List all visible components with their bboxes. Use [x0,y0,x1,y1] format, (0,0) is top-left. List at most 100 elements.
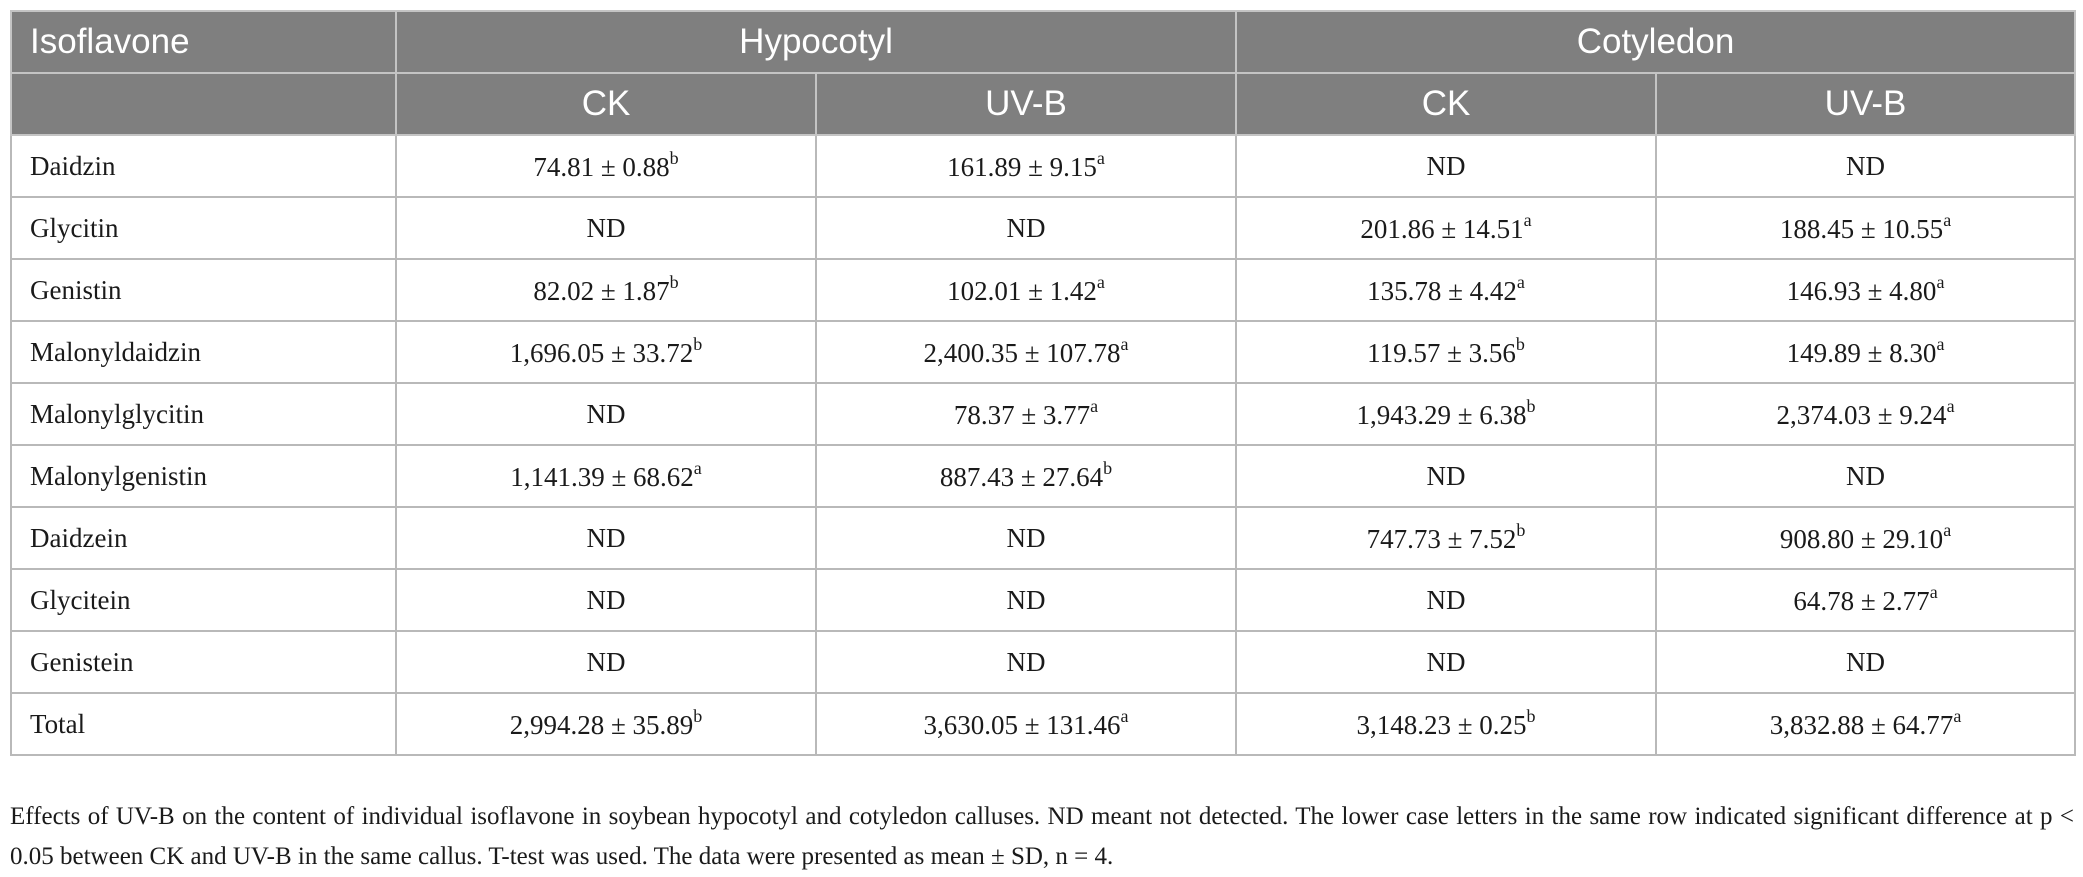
significance-letter: a [1120,705,1129,726]
significance-letter: a [693,457,702,478]
cell-value: 78.37 ± 3.77 [953,399,1091,430]
cell-hypocotyl-uvb: 161.89 ± 9.15a [814,134,1238,198]
row-isoflavone-name: Malonylgenistin [10,444,397,508]
header-row-label: Isoflavone [10,10,397,74]
cell-value: 149.89 ± 8.30 [1786,337,1937,368]
cell-value: ND [1846,646,1886,677]
cell-hypocotyl-ck: ND [395,568,817,632]
cell-cotyledon-uvb: 149.89 ± 8.30a [1655,320,2077,384]
row-isoflavone-name: Glycitein [10,568,397,632]
cell-hypocotyl-uvb: 3,630.05 ± 131.46a [814,692,1238,756]
cell-cotyledon-uvb: 188.45 ± 10.55a [1655,196,2077,260]
cell-value: 82.02 ± 1.87 [533,275,670,306]
cell-value: ND [586,522,626,553]
cell-value: 2,374.03 ± 9.24 [1776,399,1947,430]
cell-cotyledon-ck: ND [1235,134,1658,198]
cell-value: ND [586,212,626,243]
cell-cotyledon-ck: 747.73 ± 7.52b [1235,506,1658,570]
cell-hypocotyl-uvb: 78.37 ± 3.77a [814,382,1238,446]
cell-hypocotyl-ck: 2,994.28 ± 35.89b [395,692,817,756]
significance-letter: a [1523,209,1532,230]
significance-letter: a [1946,395,1955,416]
table-row: Daidzin 74.81 ± 0.88b 161.89 ± 9.15a ND ND [10,134,2077,198]
cell-hypocotyl-ck: ND [395,382,817,446]
row-isoflavone-name: Glycitin [10,196,397,260]
table-row: Glycitin ND ND 201.86 ± 14.51a 188.45 ± 10.5… [10,196,2077,260]
table-row: Total 2,994.28 ± 35.89b 3,630.05 ± 131.46a… [10,692,2077,756]
cell-value: 887.43 ± 27.64 [939,461,1104,492]
cell-cotyledon-ck: 201.86 ± 14.51a [1235,196,1658,260]
significance-letter: b [1516,519,1526,540]
header-cotyledon-uvb: UV-B [1655,72,2077,136]
table-row: Genistein ND ND ND ND [10,630,2077,694]
significance-letter: b [693,333,703,354]
cell-hypocotyl-uvb: 102.01 ± 1.42a [814,258,1238,322]
header-empty-cell [10,72,397,136]
significance-letter: a [1516,271,1525,292]
cell-value: 146.93 ± 4.80 [1786,275,1937,306]
cell-hypocotyl-uvb: ND [814,630,1238,694]
significance-letter: a [1936,333,1945,354]
cell-value: ND [586,584,626,615]
cell-hypocotyl-uvb: ND [814,568,1238,632]
table-body: Daidzin 74.81 ± 0.88b 161.89 ± 9.15a ND ND Gl… [10,134,2077,756]
table-row: Malonylglycitin ND 78.37 ± 3.77a 1,943.29 ±… [10,382,2077,446]
significance-letter: a [1096,271,1105,292]
cell-value: 2,994.28 ± 35.89 [509,709,694,740]
significance-letter: b [1526,705,1536,726]
cell-value: 3,832.88 ± 64.77 [1769,709,1954,740]
cell-value: 161.89 ± 9.15 [947,151,1097,182]
cell-cotyledon-ck: ND [1235,568,1658,632]
cell-value: ND [1426,584,1466,615]
row-isoflavone-name: Malonyldaidzin [10,320,397,384]
cell-hypocotyl-ck: 74.81 ± 0.88b [395,134,817,198]
cell-value: 1,696.05 ± 33.72 [509,337,694,368]
significance-letter: b [693,705,703,726]
row-isoflavone-name: Daidzein [10,506,397,570]
significance-letter: a [1929,581,1938,602]
header-cotyledon-ck: CK [1235,72,1658,136]
cell-value: 2,400.35 ± 107.78 [923,337,1121,368]
cell-value: ND [586,398,626,429]
cell-hypocotyl-uvb: ND [814,196,1238,260]
cell-cotyledon-uvb: ND [1655,444,2077,508]
significance-letter: a [1943,519,1952,540]
row-isoflavone-name: Genistein [10,630,397,694]
table-row: Glycitein ND ND ND 64.78 ± 2.77a [10,568,2077,632]
table-row: Daidzein ND ND 747.73 ± 7.52b 908.80 ± 29.10… [10,506,2077,570]
cell-hypocotyl-ck: ND [395,196,817,260]
cell-value: 1,141.39 ± 68.62 [510,461,694,492]
significance-letter: a [1943,209,1952,230]
row-isoflavone-name: Total [10,692,397,756]
table-row: Malonylgenistin 1,141.39 ± 68.62a 887.43 ±… [10,444,2077,508]
significance-letter: b [669,271,679,292]
cell-value: ND [1846,150,1886,181]
cell-cotyledon-uvb: 146.93 ± 4.80a [1655,258,2077,322]
header-group-cotyledon: Cotyledon [1235,10,2077,74]
cell-value: ND [1006,212,1046,243]
cell-value: 201.86 ± 14.51 [1360,213,1524,244]
cell-cotyledon-ck: 1,943.29 ± 6.38b [1235,382,1658,446]
cell-hypocotyl-ck: ND [395,506,817,570]
significance-letter: b [669,147,679,168]
cell-hypocotyl-uvb: ND [814,506,1238,570]
cell-cotyledon-uvb: 2,374.03 ± 9.24a [1655,382,2077,446]
cell-cotyledon-ck: 3,148.23 ± 0.25b [1235,692,1658,756]
table-header: Isoflavone Hypocotyl Cotyledon CK UV-B C… [10,10,2077,136]
significance-letter: b [1526,395,1536,416]
significance-letter: a [1936,271,1945,292]
cell-cotyledon-ck: ND [1235,444,1658,508]
cell-value: 102.01 ± 1.42 [947,275,1097,306]
significance-letter: a [1090,395,1099,416]
cell-hypocotyl-ck: ND [395,630,817,694]
cell-hypocotyl-ck: 1,696.05 ± 33.72b [395,320,817,384]
cell-value: 3,148.23 ± 0.25 [1356,709,1527,740]
cell-cotyledon-ck: 135.78 ± 4.42a [1235,258,1658,322]
cell-value: 747.73 ± 7.52 [1366,523,1517,554]
cell-value: 1,943.29 ± 6.38 [1356,399,1527,430]
cell-value: 119.57 ± 3.56 [1367,337,1516,368]
cell-value: ND [1006,584,1046,615]
header-row-groups: Isoflavone Hypocotyl Cotyledon [10,10,2077,74]
cell-value: ND [1426,150,1466,181]
row-isoflavone-name: Daidzin [10,134,397,198]
